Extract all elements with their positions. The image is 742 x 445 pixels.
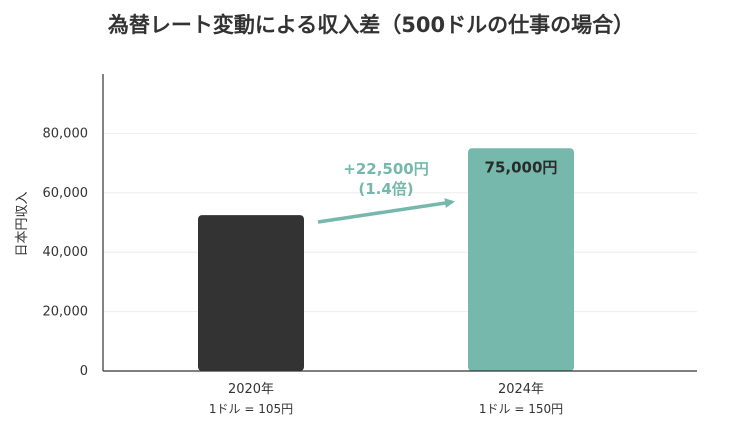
x-category-note: 1ドル = 150円: [479, 402, 563, 416]
x-category-note: 1ドル = 105円: [209, 402, 293, 416]
y-tick-label: 60,000: [43, 186, 89, 201]
bars: [198, 148, 574, 371]
bar-1: [198, 215, 304, 371]
data-label: 75,000円: [485, 158, 558, 176]
x-category-label: 2020年: [228, 382, 274, 397]
y-axis-label: 日本円収入: [15, 191, 30, 256]
data-labels: 75,000円: [485, 158, 558, 176]
x-category-labels: 2020年 1ドル = 105円 2024年 1ドル = 150円: [209, 382, 563, 416]
annotation-ratio: (1.4倍): [358, 180, 413, 198]
y-tick-label: 80,000: [43, 126, 89, 141]
chart-title: 為替レート変動による収入差（500ドルの仕事の場合）: [108, 13, 634, 37]
y-tick-label: 20,000: [43, 305, 89, 320]
increase-arrow: [317, 198, 455, 224]
annotation-increase: +22,500円: [343, 160, 428, 178]
x-category-label: 2024年: [498, 382, 544, 397]
bar-2: [468, 148, 574, 371]
y-tick-label: 0: [80, 364, 88, 379]
y-tick-label: 40,000: [43, 245, 89, 260]
y-tick-labels: 0 20,000 40,000 60,000 80,000: [43, 126, 89, 379]
